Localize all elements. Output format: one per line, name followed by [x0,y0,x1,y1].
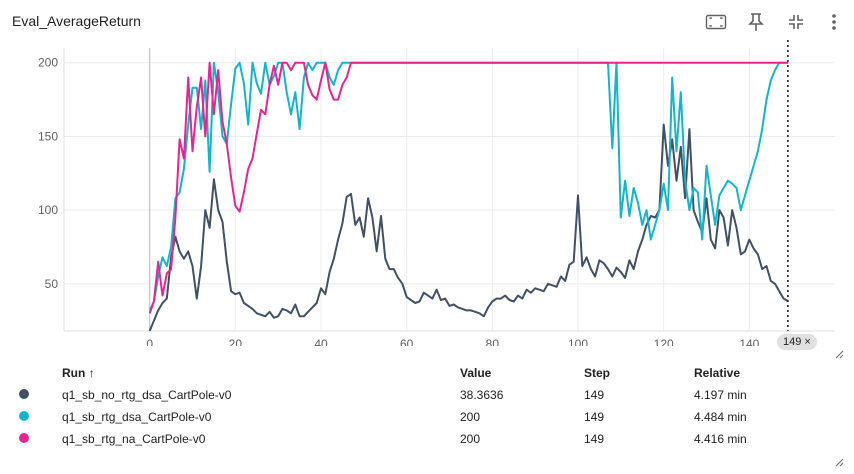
table-row[interactable]: q1_sb_rtg_dsa_CartPole-v0 200 149 4.484 min [0,406,834,428]
y-tick-label: 200 [38,56,58,70]
run-color-dot [19,411,29,421]
x-tick-label: 120 [654,337,674,346]
x-tick-label: 100 [568,337,588,346]
table-resize-handle-icon[interactable] [834,457,844,467]
run-step: 149 [584,388,605,402]
run-color-dot [19,433,29,443]
x-tick-label: 0 [146,337,153,346]
column-header-value[interactable]: Value [460,366,492,380]
run-relative: 4.484 min [694,410,747,424]
run-name: q1_sb_no_rtg_dsa_CartPole-v0 [62,388,232,402]
series-line [148,123,789,332]
y-tick-label: 50 [45,277,59,291]
run-value: 200 [460,410,481,424]
column-header-step[interactable]: Step [584,366,611,380]
run-relative: 4.197 min [694,388,747,402]
run-name: q1_sb_rtg_dsa_CartPole-v0 [62,410,212,424]
resize-handle-icon[interactable] [834,349,844,359]
run-value: 38.3636 [460,388,504,402]
line-chart[interactable]: 50 100 150 200 0 20 40 60 80 100 120 140 [0,40,854,346]
run-value: 200 [460,432,481,446]
y-tick-label: 150 [38,129,58,143]
fit-domain-icon[interactable] [704,10,728,34]
x-tick-label: 20 [229,337,243,346]
column-header-relative[interactable]: Relative [694,366,741,380]
table-header-row: Run ↑ Value Step Relative [0,362,834,384]
x-tick-label: 40 [314,337,328,346]
run-color-dot [19,389,29,399]
table-row[interactable]: q1_sb_rtg_na_CartPole-v0 200 149 4.416 min [0,428,834,450]
table-row[interactable]: q1_sb_no_rtg_dsa_CartPole-v0 38.3636 149 4.… [0,384,834,406]
step-badge-label: 149 [783,336,802,348]
x-tick-label: 60 [400,337,414,346]
x-tick-label: 140 [739,337,759,346]
series-line [148,61,788,314]
run-step: 149 [584,410,605,424]
pin-icon[interactable] [744,10,768,34]
chart-title: Eval_AverageReturn [12,13,141,29]
more-vert-icon[interactable] [822,10,846,34]
run-step: 149 [584,432,605,446]
collapse-icon[interactable] [784,10,808,34]
runs-table: Run ↑ Value Step Relative q1_sb_no_rtg_d… [0,362,834,450]
step-badge[interactable]: 149 × [777,334,817,350]
close-icon[interactable]: × [804,336,811,348]
y-tick-label: 100 [38,203,58,217]
column-header-run[interactable]: Run ↑ [62,366,95,380]
run-name: q1_sb_rtg_na_CartPole-v0 [62,432,206,446]
x-tick-label: 80 [486,337,500,346]
run-relative: 4.416 min [694,432,747,446]
